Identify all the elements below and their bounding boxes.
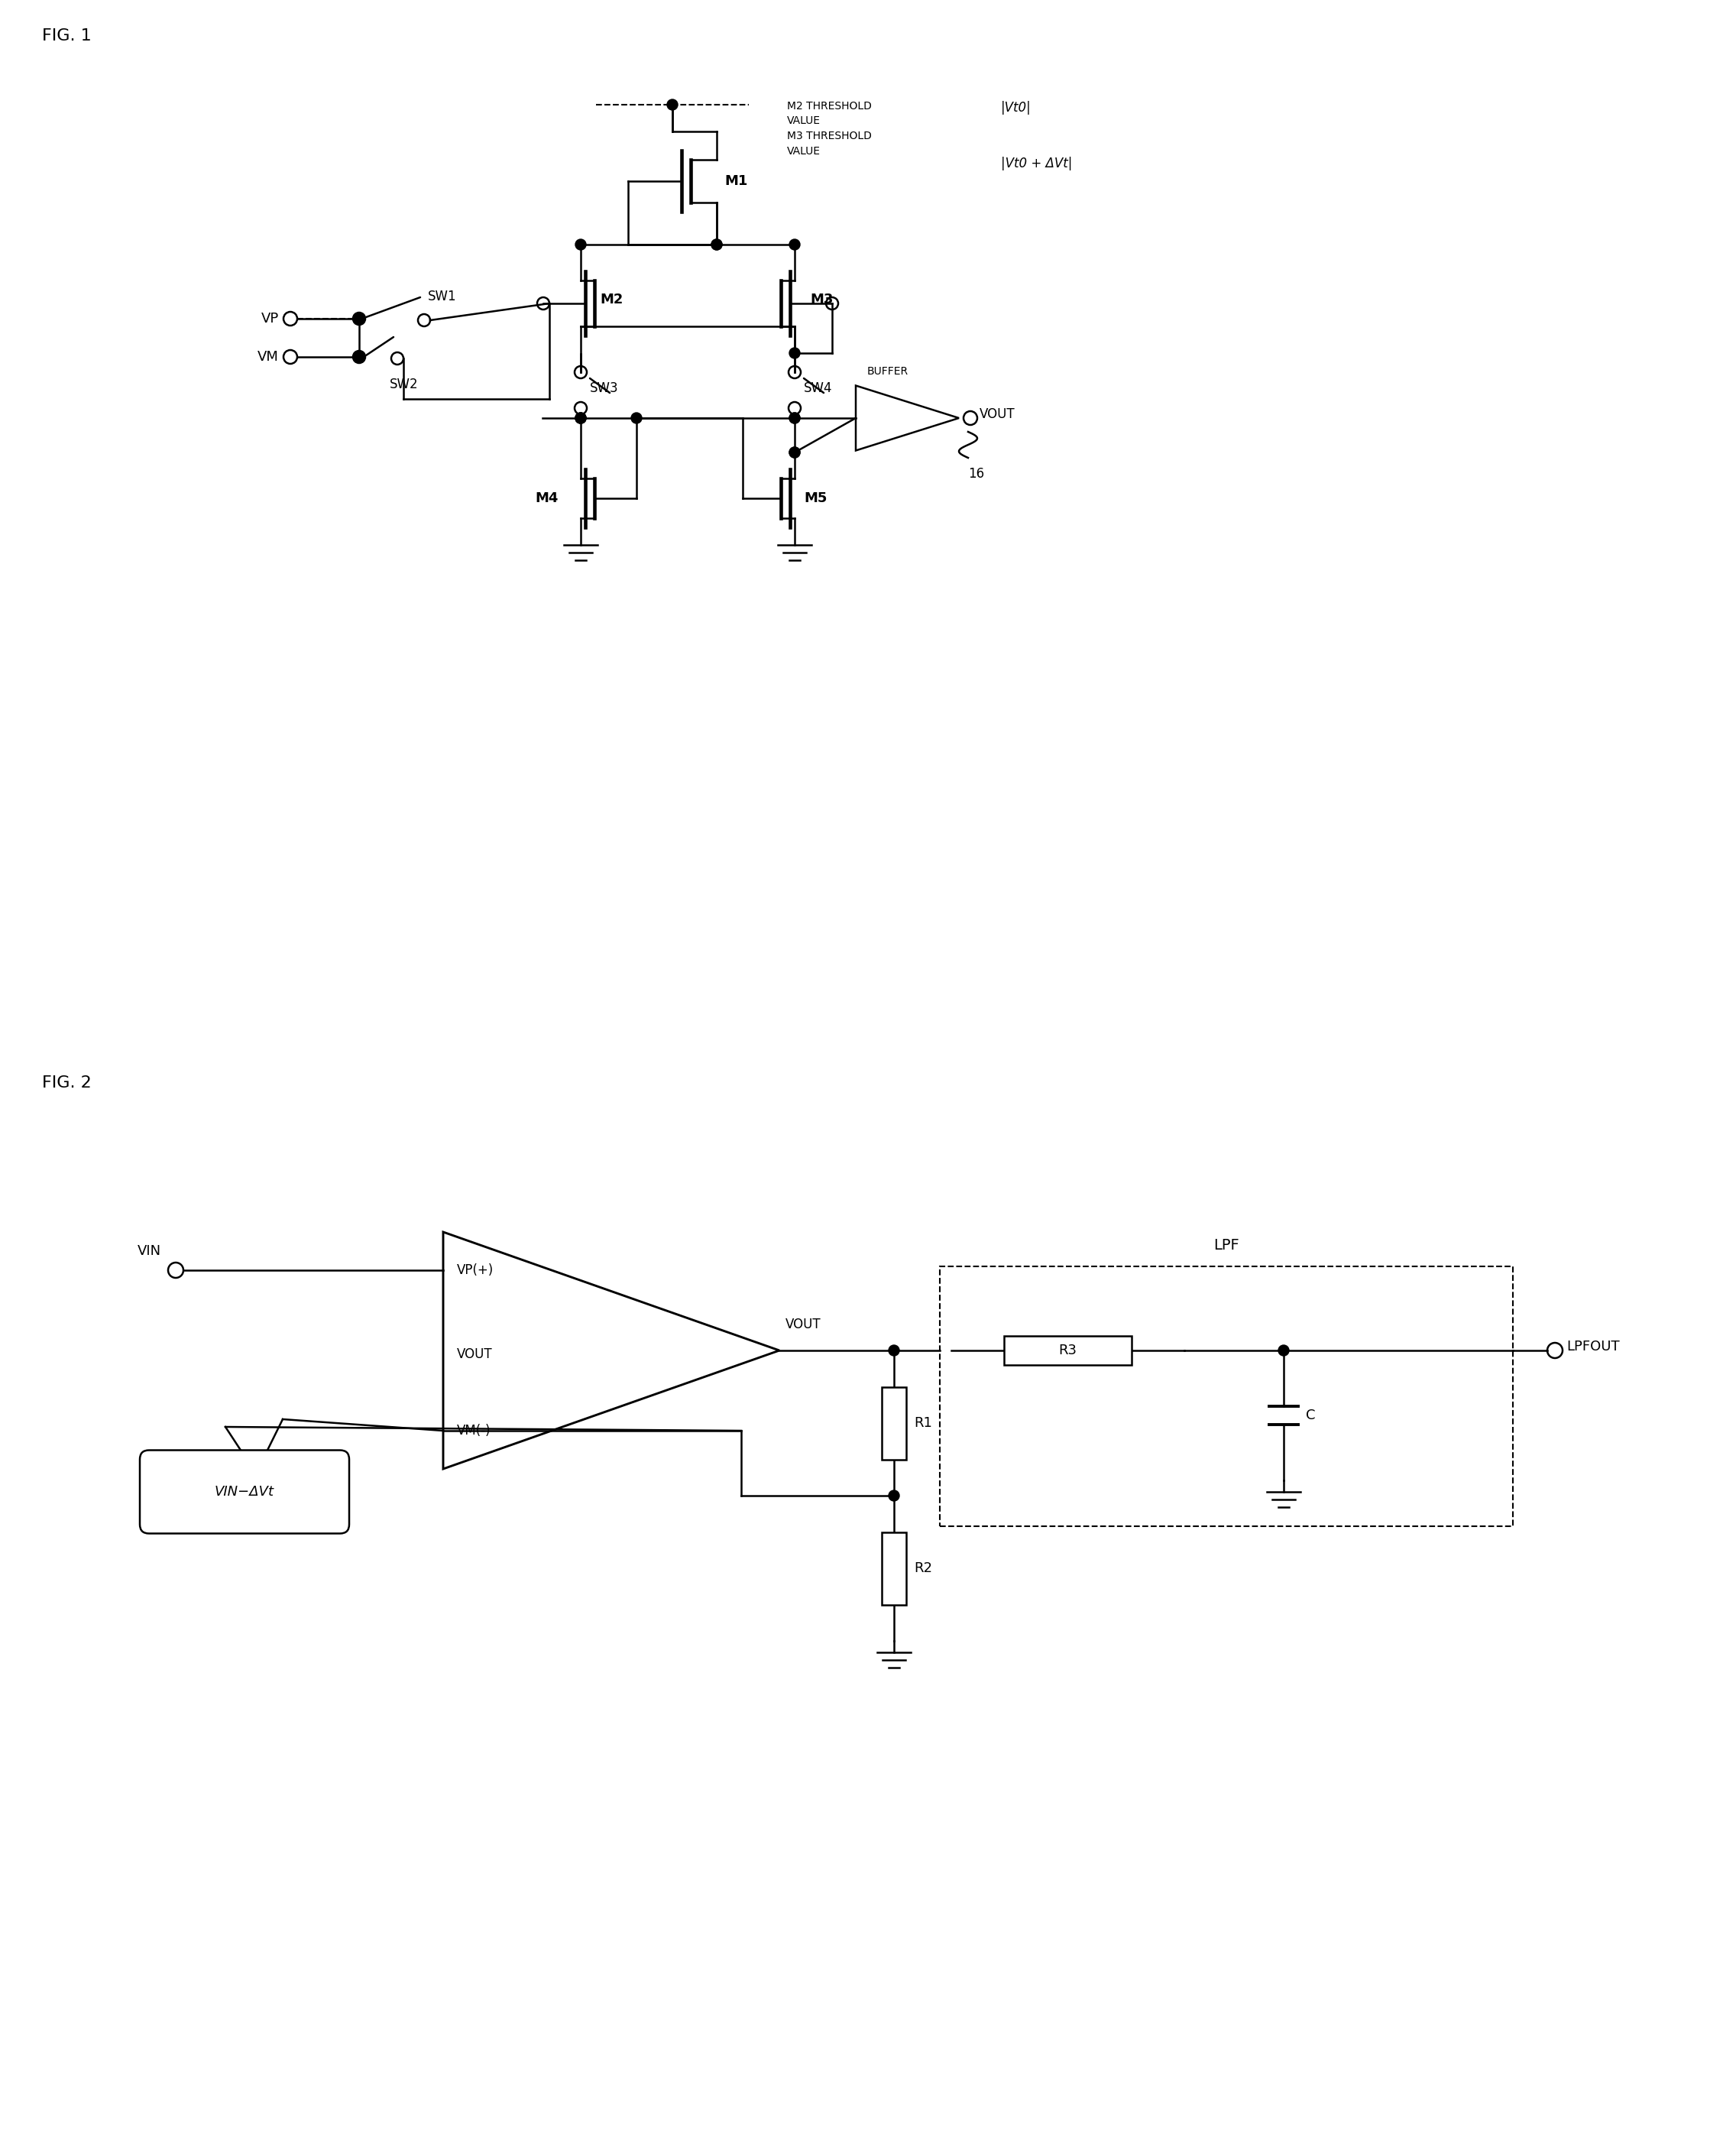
Text: R1: R1 (913, 1416, 932, 1429)
Text: BUFFER: BUFFER (868, 366, 908, 377)
Circle shape (790, 413, 800, 424)
Text: VIN: VIN (137, 1244, 161, 1259)
Bar (939, 1267, 1512, 1527)
Text: SW1: SW1 (427, 290, 457, 302)
Circle shape (632, 413, 642, 424)
Text: M2 THRESHOLD
VALUE
M3 THRESHOLD
VALUE: M2 THRESHOLD VALUE M3 THRESHOLD VALUE (786, 100, 871, 155)
Circle shape (354, 351, 365, 362)
Circle shape (790, 239, 800, 249)
Text: 16: 16 (969, 466, 984, 481)
Circle shape (712, 239, 722, 249)
Text: VOUT: VOUT (979, 407, 1016, 422)
Text: VM(-): VM(-) (457, 1423, 491, 1438)
Circle shape (790, 447, 800, 458)
Circle shape (790, 413, 800, 424)
Text: M3: M3 (811, 292, 833, 307)
Bar (882, 1531, 906, 1604)
Text: VP(+): VP(+) (457, 1263, 493, 1278)
Text: M4: M4 (535, 492, 557, 505)
Text: SW4: SW4 (804, 381, 833, 396)
Text: FIG. 2: FIG. 2 (42, 1076, 92, 1091)
Circle shape (354, 313, 365, 324)
Text: LPF: LPF (1213, 1238, 1240, 1252)
Circle shape (889, 1346, 899, 1357)
Circle shape (889, 1491, 899, 1502)
Text: |Vt0|: |Vt0| (1002, 100, 1031, 115)
Text: R3: R3 (1059, 1344, 1076, 1357)
Bar (1003, 1336, 1132, 1365)
FancyBboxPatch shape (141, 1451, 349, 1534)
Bar (882, 1387, 906, 1459)
Text: SW2: SW2 (389, 377, 418, 392)
Text: FIG. 1: FIG. 1 (42, 28, 92, 43)
Text: VOUT: VOUT (457, 1348, 493, 1361)
Text: R2: R2 (913, 1561, 932, 1576)
Text: VOUT: VOUT (785, 1318, 821, 1331)
Text: VP: VP (260, 311, 279, 326)
Circle shape (712, 239, 722, 249)
Text: VIN−ΔVt: VIN−ΔVt (215, 1485, 274, 1500)
Circle shape (575, 413, 587, 424)
Circle shape (1278, 1346, 1290, 1357)
Circle shape (575, 413, 587, 424)
Text: M2: M2 (601, 292, 623, 307)
Text: |Vt0 + ΔVt|: |Vt0 + ΔVt| (1002, 158, 1073, 170)
Text: LPFOUT: LPFOUT (1566, 1340, 1620, 1353)
Circle shape (667, 100, 677, 111)
Text: M1: M1 (724, 175, 748, 187)
Text: M5: M5 (804, 492, 826, 505)
Circle shape (575, 413, 587, 424)
Circle shape (790, 447, 800, 458)
Text: VM: VM (257, 349, 279, 364)
Circle shape (575, 239, 587, 249)
Circle shape (790, 347, 800, 358)
Text: SW3: SW3 (590, 381, 618, 396)
Text: C: C (1305, 1408, 1316, 1423)
